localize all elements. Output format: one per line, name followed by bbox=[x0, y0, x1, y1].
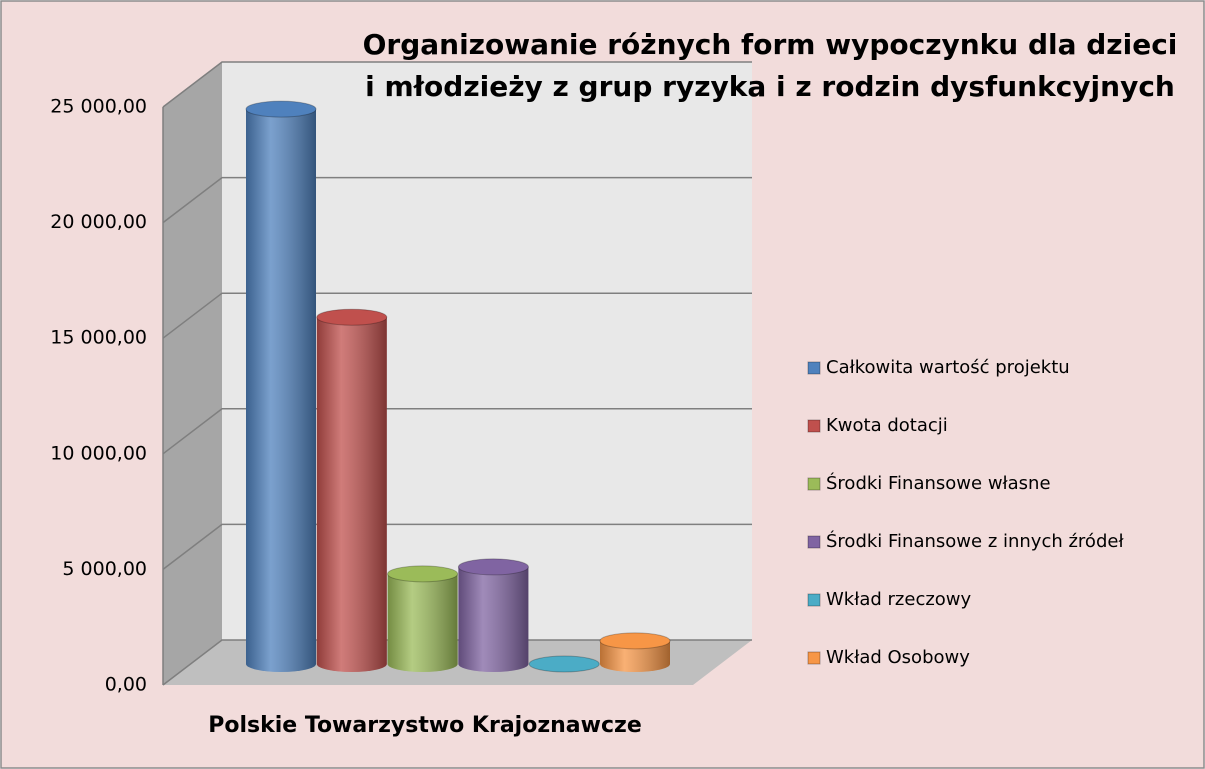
legend-label: Środki Finansowe własne bbox=[826, 472, 1051, 494]
legend-label: Kwota dotacji bbox=[826, 415, 948, 436]
y-tick-label: 0,00 bbox=[105, 674, 147, 696]
grid-line bbox=[162, 639, 752, 686]
cylinder bbox=[387, 565, 459, 672]
legend-label: Środki Finansowe z innych źródeł bbox=[826, 530, 1124, 552]
legend-swatch bbox=[807, 361, 821, 375]
cylinder-shade bbox=[458, 566, 529, 672]
legend-swatch bbox=[807, 593, 821, 607]
cylinder-top bbox=[599, 632, 671, 650]
legend-swatch bbox=[807, 651, 821, 665]
grid-line bbox=[162, 292, 752, 339]
legend-swatch bbox=[807, 477, 821, 491]
side-wall bbox=[163, 62, 222, 685]
y-tick-label: 15 000,00 bbox=[50, 327, 147, 349]
y-tick-label: 10 000,00 bbox=[50, 442, 147, 464]
grid-line bbox=[162, 523, 752, 570]
x-category-label: Polskie Towarzystwo Krajoznawcze bbox=[208, 713, 642, 738]
grid-line bbox=[162, 61, 752, 108]
cylinder-top bbox=[387, 565, 459, 583]
cylinder-top bbox=[316, 308, 388, 326]
cylinder-shade bbox=[246, 109, 316, 672]
y-tick-label: 25 000,00 bbox=[50, 96, 147, 118]
cylinder bbox=[245, 100, 317, 672]
cylinder-shade bbox=[387, 573, 458, 672]
cylinder-shade bbox=[316, 317, 387, 672]
legend-swatch bbox=[807, 419, 821, 433]
cylinder-top bbox=[245, 100, 317, 118]
legend-label: Wkład Osobowy bbox=[826, 647, 970, 668]
cylinder bbox=[599, 632, 671, 672]
cylinder-shade bbox=[600, 640, 670, 672]
legend-label: Całkowita wartość projektu bbox=[826, 357, 1070, 378]
cylinder-top bbox=[528, 655, 600, 673]
cylinder bbox=[457, 558, 529, 672]
cylinder-top bbox=[457, 558, 529, 576]
y-tick-label: 5 000,00 bbox=[62, 558, 147, 580]
chart-title: i młodzieży z grup ryzyka i z rodzin dys… bbox=[365, 70, 1175, 103]
legend-label: Wkład rzeczowy bbox=[826, 589, 972, 610]
chart-title: Organizowanie różnych form wypoczynku dl… bbox=[363, 28, 1178, 61]
cylinder bbox=[316, 308, 388, 672]
legend-swatch bbox=[807, 535, 821, 549]
grid-line bbox=[162, 176, 752, 224]
cylinder bbox=[528, 655, 600, 673]
grid-line bbox=[162, 408, 752, 455]
y-tick-label: 20 000,00 bbox=[50, 211, 147, 233]
